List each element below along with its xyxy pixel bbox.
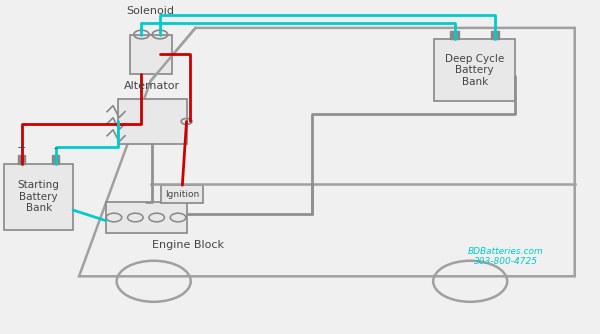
Text: Starting
Battery
Bank: Starting Battery Bank bbox=[18, 180, 59, 213]
Text: Deep Cycle
Battery
Bank: Deep Cycle Battery Bank bbox=[445, 53, 505, 87]
Text: Engine Block: Engine Block bbox=[152, 240, 224, 250]
FancyBboxPatch shape bbox=[434, 39, 515, 101]
Text: -: - bbox=[54, 143, 58, 153]
FancyBboxPatch shape bbox=[130, 34, 172, 74]
Bar bbox=[491, 31, 499, 39]
Bar bbox=[52, 155, 59, 164]
FancyBboxPatch shape bbox=[4, 164, 73, 230]
FancyBboxPatch shape bbox=[118, 99, 187, 144]
Text: BDBatteries.com
303-800-4725: BDBatteries.com 303-800-4725 bbox=[468, 247, 544, 266]
Text: +: + bbox=[17, 143, 26, 153]
FancyBboxPatch shape bbox=[106, 202, 187, 233]
Text: Alternator: Alternator bbox=[124, 81, 180, 91]
Bar bbox=[451, 31, 459, 39]
Text: Ignition: Ignition bbox=[165, 190, 199, 199]
Text: Solenoid: Solenoid bbox=[127, 6, 175, 16]
Bar bbox=[18, 155, 25, 164]
FancyBboxPatch shape bbox=[161, 185, 203, 203]
